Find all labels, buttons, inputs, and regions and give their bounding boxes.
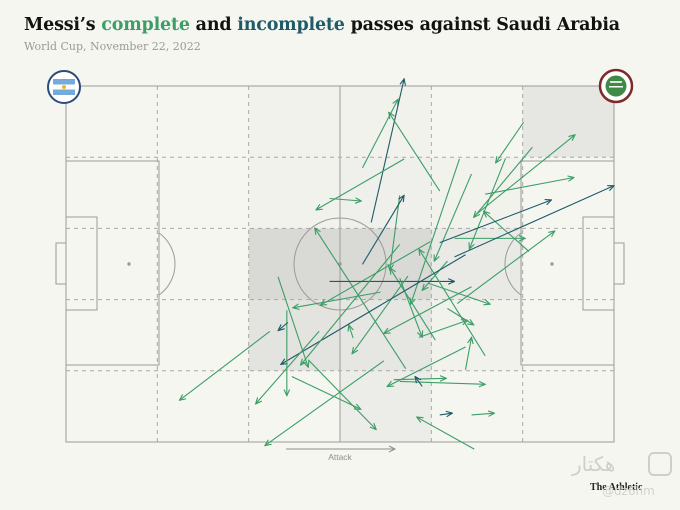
pass-incomplete [278,321,289,330]
pass-complete [417,417,475,450]
pass-complete [389,112,441,192]
pass-complete [349,325,353,339]
saudi-arabia-badge [598,68,634,104]
center-circle [293,217,387,311]
right-goal [613,242,625,285]
zone-cell [340,86,432,158]
title-suffix: passes against Saudi Arabia [344,15,621,35]
left-goal [55,242,67,285]
pass-incomplete [439,413,453,415]
pass-complete [390,268,436,341]
publisher-credit: The Athletic [590,482,643,493]
watermark-handle: @dz6hm [602,484,655,498]
pass-complete [384,286,472,334]
title-complete: complete [101,15,190,35]
title-mid: and [189,15,238,35]
passes [179,79,614,450]
pass-complete [496,122,525,163]
pass-incomplete [370,79,404,223]
zone-cell [522,86,614,158]
left-six-yard-box [65,216,98,311]
zone-cell [248,157,340,229]
pass-complete [399,381,485,384]
right-penalty-spot [550,262,554,266]
attack-arrow-head [388,445,397,453]
pass-incomplete [281,254,466,365]
pass-incomplete [361,195,404,265]
pass-complete [485,177,574,195]
pitch-markings [55,85,625,443]
chart-subtitle: World Cup, November 22, 2022 [24,40,201,53]
pass-incomplete [454,186,614,258]
attack-direction: Attack [286,445,397,462]
pass-complete [422,260,448,290]
zone-cell [340,299,432,371]
pass-complete [361,99,398,169]
pass-complete [352,275,409,354]
chart-title: Messi’s complete and incomplete passes a… [24,15,620,35]
pass-complete [474,146,533,217]
pass-complete [179,330,271,400]
pass-complete [447,308,473,325]
zone-cell [431,299,523,371]
zone-cell [431,157,523,229]
left-penalty-arc [158,232,176,296]
pass-complete [411,158,460,304]
center-spot [338,262,342,266]
right-six-yard-box [582,216,615,311]
pass-complete [315,228,407,369]
title-incomplete: incomplete [237,15,345,35]
pass-complete [307,359,376,430]
pass-complete [316,158,405,210]
pass-incomplete [415,376,423,387]
pass-complete [399,278,422,337]
pass-complete [293,291,381,308]
pass-complete [469,158,507,249]
pass-complete [277,276,308,367]
pass-complete [471,413,495,415]
watermark-arabic: هكتار [572,452,616,476]
attack-label: Attack [328,452,352,462]
pass-complete [473,135,575,217]
pass-complete [390,195,401,270]
title-prefix: Messi’s [24,15,102,35]
pass-complete [456,231,555,304]
zone-cell [340,157,432,229]
pass-complete [418,320,468,338]
pass-complete [265,360,385,446]
left-penalty-spot [127,262,131,266]
pass-complete [301,244,401,365]
zone-cell [248,86,340,158]
pass-complete [329,198,362,200]
pass-complete [291,375,361,409]
pass-incomplete [439,200,552,244]
pass-complete [419,249,486,357]
watermark-logo-icon [648,452,672,476]
pass-complete [484,211,530,252]
pass-complete [256,330,320,404]
pass-complete [464,337,471,370]
pass-complete [434,173,473,261]
argentina-flag-badge [47,70,81,104]
left-penalty-box [65,160,160,366]
